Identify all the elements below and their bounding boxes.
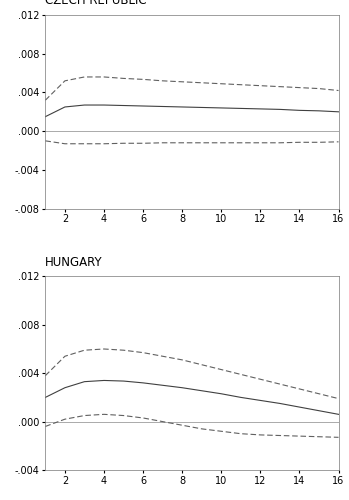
Text: HUNGARY: HUNGARY	[45, 256, 103, 268]
Text: CZECH REPUBLIC: CZECH REPUBLIC	[45, 0, 147, 8]
